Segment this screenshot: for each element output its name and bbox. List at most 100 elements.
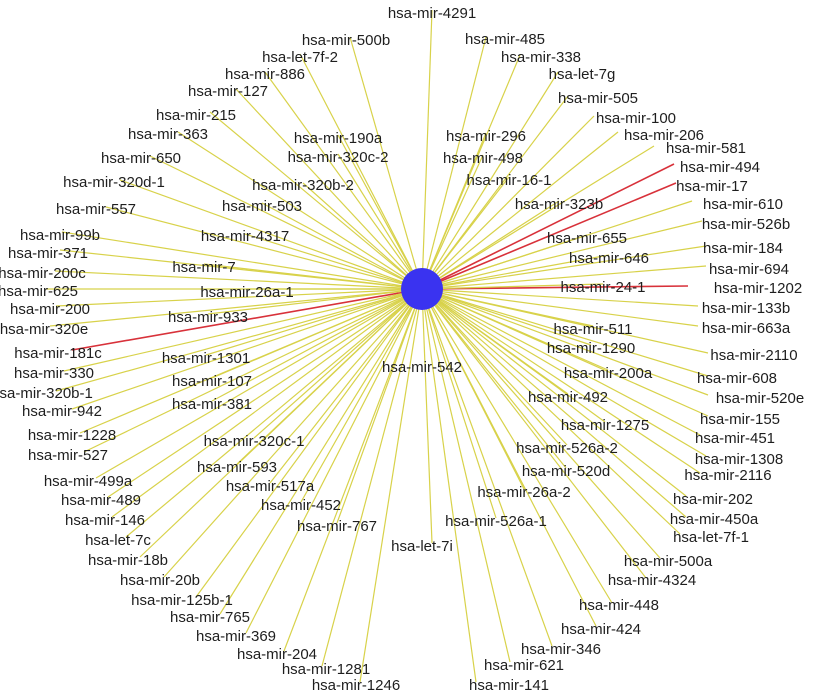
node-label-hsa-mir-886[interactable]: hsa-mir-886 bbox=[225, 66, 305, 83]
node-label-hsa-mir-646[interactable]: hsa-mir-646 bbox=[569, 250, 649, 267]
node-label-hsa-mir-1281[interactable]: hsa-mir-1281 bbox=[282, 661, 370, 678]
node-label-hsa-mir-296[interactable]: hsa-mir-296 bbox=[446, 128, 526, 145]
node-label-hsa-mir-767[interactable]: hsa-mir-767 bbox=[297, 518, 377, 535]
node-label-hsa-mir-381[interactable]: hsa-mir-381 bbox=[172, 396, 252, 413]
node-label-hsa-mir-99b[interactable]: hsa-mir-99b bbox=[20, 227, 100, 244]
node-label-hsa-mir-26a-2[interactable]: hsa-mir-26a-2 bbox=[477, 484, 570, 501]
node-label-hsa-mir-694[interactable]: hsa-mir-694 bbox=[709, 261, 789, 278]
node-label-hsa-mir-146[interactable]: hsa-mir-146 bbox=[65, 512, 145, 529]
node-label-hsa-mir-26a-1[interactable]: hsa-mir-26a-1 bbox=[200, 284, 293, 301]
node-label-hsa-mir-765[interactable]: hsa-mir-765 bbox=[170, 609, 250, 626]
node-label-hsa-mir-346[interactable]: hsa-mir-346 bbox=[521, 641, 601, 658]
node-label-hsa-let-7c[interactable]: hsa-let-7c bbox=[85, 532, 151, 549]
node-label-hsa-mir-499a[interactable]: hsa-mir-499a bbox=[44, 473, 133, 490]
node-label-hsa-mir-650[interactable]: hsa-mir-650 bbox=[101, 150, 181, 167]
node-label-hsa-mir-206[interactable]: hsa-mir-206 bbox=[624, 127, 704, 144]
node-label-hsa-mir-125b-1[interactable]: hsa-mir-125b-1 bbox=[131, 592, 233, 609]
node-label-hsa-mir-320d-1[interactable]: hsa-mir-320d-1 bbox=[63, 174, 165, 191]
node-label-hsa-mir-204[interactable]: hsa-mir-204 bbox=[237, 646, 317, 663]
node-label-hsa-let-7f-2[interactable]: hsa-let-7f-2 bbox=[262, 49, 338, 66]
node-label-hsa-mir-363[interactable]: hsa-mir-363 bbox=[128, 126, 208, 143]
node-label-hsa-let-7f-1[interactable]: hsa-let-7f-1 bbox=[673, 529, 749, 546]
node-label-hsa-mir-127[interactable]: hsa-mir-127 bbox=[188, 83, 268, 100]
node-label-hsa-mir-621[interactable]: hsa-mir-621 bbox=[484, 657, 564, 674]
node-label-hsa-mir-450a[interactable]: hsa-mir-450a bbox=[670, 511, 759, 528]
node-label-hsa-mir-202[interactable]: hsa-mir-202 bbox=[673, 491, 753, 508]
node-label-hsa-mir-320c-2[interactable]: hsa-mir-320c-2 bbox=[288, 149, 389, 166]
node-label-hsa-mir-338[interactable]: hsa-mir-338 bbox=[501, 49, 581, 66]
node-label-hsa-mir-320e[interactable]: hsa-mir-320e bbox=[0, 321, 88, 338]
node-label-hsa-mir-7[interactable]: hsa-mir-7 bbox=[172, 259, 235, 276]
node-label-hsa-let-7i[interactable]: hsa-let-7i bbox=[391, 538, 453, 555]
node-label-hsa-mir-369[interactable]: hsa-mir-369 bbox=[196, 628, 276, 645]
node-label-hsa-mir-100[interactable]: hsa-mir-100 bbox=[596, 110, 676, 127]
node-label-hsa-mir-625[interactable]: hsa-mir-625 bbox=[0, 283, 78, 300]
node-label-hsa-mir-655[interactable]: hsa-mir-655 bbox=[547, 230, 627, 247]
node-label-hsa-mir-323b[interactable]: hsa-mir-323b bbox=[515, 196, 603, 213]
node-label-hsa-mir-1301[interactable]: hsa-mir-1301 bbox=[162, 350, 250, 367]
node-label-hsa-mir-1308[interactable]: hsa-mir-1308 bbox=[695, 451, 783, 468]
node-label-hsa-mir-371[interactable]: hsa-mir-371 bbox=[8, 245, 88, 262]
node-label-hsa-mir-18b[interactable]: hsa-mir-18b bbox=[88, 552, 168, 569]
node-label-hsa-mir-200[interactable]: hsa-mir-200 bbox=[10, 301, 90, 318]
node-label-hsa-mir-489[interactable]: hsa-mir-489 bbox=[61, 492, 141, 509]
node-label-hsa-mir-1202[interactable]: hsa-mir-1202 bbox=[714, 280, 802, 297]
node-label-hsa-mir-520d[interactable]: hsa-mir-520d bbox=[522, 463, 610, 480]
node-label-hsa-mir-1275[interactable]: hsa-mir-1275 bbox=[561, 417, 649, 434]
node-label-hsa-mir-200c[interactable]: hsa-mir-200c bbox=[0, 265, 86, 282]
node-label-hsa-mir-526b[interactable]: hsa-mir-526b bbox=[702, 216, 790, 233]
node-label-hsa-mir-184[interactable]: hsa-mir-184 bbox=[703, 240, 783, 257]
node-label-hsa-mir-485[interactable]: hsa-mir-485 bbox=[465, 31, 545, 48]
node-label-hsa-mir-2116[interactable]: hsa-mir-2116 bbox=[684, 467, 771, 484]
node-label-hsa-mir-424[interactable]: hsa-mir-424 bbox=[561, 621, 641, 638]
node-label-hsa-mir-942[interactable]: hsa-mir-942 bbox=[22, 403, 102, 420]
node-label-hsa-mir-517a[interactable]: hsa-mir-517a bbox=[226, 478, 315, 495]
center-node[interactable] bbox=[401, 268, 443, 310]
node-label-hsa-mir-20b[interactable]: hsa-mir-20b bbox=[120, 572, 200, 589]
node-label-hsa-mir-24-1[interactable]: hsa-mir-24-1 bbox=[560, 279, 645, 296]
node-label-hsa-mir-1228[interactable]: hsa-mir-1228 bbox=[28, 427, 116, 444]
node-label-hsa-mir-1290[interactable]: hsa-mir-1290 bbox=[547, 340, 635, 357]
node-label-hsa-mir-133b[interactable]: hsa-mir-133b bbox=[702, 300, 790, 317]
node-label-hsa-mir-933[interactable]: hsa-mir-933 bbox=[168, 309, 248, 326]
node-label-hsa-mir-500a[interactable]: hsa-mir-500a bbox=[624, 553, 713, 570]
node-label-hsa-mir-557[interactable]: hsa-mir-557 bbox=[56, 201, 136, 218]
node-label-hsa-mir-4291[interactable]: hsa-mir-4291 bbox=[388, 5, 476, 22]
node-label-hsa-mir-4324[interactable]: hsa-mir-4324 bbox=[608, 572, 696, 589]
node-label-hsa-mir-330[interactable]: hsa-mir-330 bbox=[14, 365, 94, 382]
node-label-hsa-mir-448[interactable]: hsa-mir-448 bbox=[579, 597, 659, 614]
node-label-hsa-mir-452[interactable]: hsa-mir-452 bbox=[261, 497, 341, 514]
node-label-hsa-mir-107[interactable]: hsa-mir-107 bbox=[172, 373, 252, 390]
node-label-hsa-mir-503[interactable]: hsa-mir-503 bbox=[222, 198, 302, 215]
node-label-hsa-mir-200a[interactable]: hsa-mir-200a bbox=[564, 365, 653, 382]
node-label-hsa-mir-494[interactable]: hsa-mir-494 bbox=[680, 159, 760, 176]
node-label-hsa-mir-526a-1[interactable]: hsa-mir-526a-1 bbox=[445, 513, 547, 530]
node-label-hsa-mir-505[interactable]: hsa-mir-505 bbox=[558, 90, 638, 107]
node-label-hsa-mir-1246[interactable]: hsa-mir-1246 bbox=[312, 677, 400, 694]
node-label-hsa-mir-451[interactable]: hsa-mir-451 bbox=[695, 430, 775, 447]
node-label-hsa-mir-520e[interactable]: hsa-mir-520e bbox=[716, 390, 804, 407]
node-label-hsa-mir-527[interactable]: hsa-mir-527 bbox=[28, 447, 108, 464]
node-label-hsa-mir-320b-2[interactable]: hsa-mir-320b-2 bbox=[252, 177, 354, 194]
node-label-hsa-mir-16-1[interactable]: hsa-mir-16-1 bbox=[466, 172, 551, 189]
node-label-hsa-mir-190a[interactable]: hsa-mir-190a bbox=[294, 130, 383, 147]
node-label-hsa-mir-511[interactable]: hsa-mir-511 bbox=[554, 321, 633, 338]
node-label-hsa-mir-155[interactable]: hsa-mir-155 bbox=[700, 411, 780, 428]
node-label-hsa-mir-610[interactable]: hsa-mir-610 bbox=[703, 196, 783, 213]
node-label-hsa-mir-498[interactable]: hsa-mir-498 bbox=[443, 150, 523, 167]
node-label-hsa-mir-181c[interactable]: hsa-mir-181c bbox=[14, 345, 102, 362]
node-label-hsa-mir-17[interactable]: hsa-mir-17 bbox=[676, 178, 748, 195]
node-label-hsa-mir-526a-2[interactable]: hsa-mir-526a-2 bbox=[516, 440, 618, 457]
node-label-hsa-mir-500b[interactable]: hsa-mir-500b bbox=[302, 32, 390, 49]
node-label-hsa-mir-608[interactable]: hsa-mir-608 bbox=[697, 370, 777, 387]
node-label-hsa-mir-663a[interactable]: hsa-mir-663a bbox=[702, 320, 791, 337]
node-label-hsa-mir-215[interactable]: hsa-mir-215 bbox=[156, 107, 236, 124]
node-label-hsa-mir-492[interactable]: hsa-mir-492 bbox=[528, 389, 608, 406]
node-label-hsa-mir-2110[interactable]: hsa-mir-2110 bbox=[710, 347, 797, 364]
node-label-hsa-mir-593[interactable]: hsa-mir-593 bbox=[197, 459, 277, 476]
node-label-hsa-mir-320c-1[interactable]: hsa-mir-320c-1 bbox=[204, 433, 305, 450]
node-label-hsa-mir-141[interactable]: hsa-mir-141 bbox=[469, 677, 549, 694]
node-label-hsa-mir-320b-1[interactable]: hsa-mir-320b-1 bbox=[0, 385, 93, 402]
node-label-hsa-let-7g[interactable]: hsa-let-7g bbox=[549, 66, 616, 83]
node-label-hsa-mir-581[interactable]: hsa-mir-581 bbox=[666, 140, 746, 157]
